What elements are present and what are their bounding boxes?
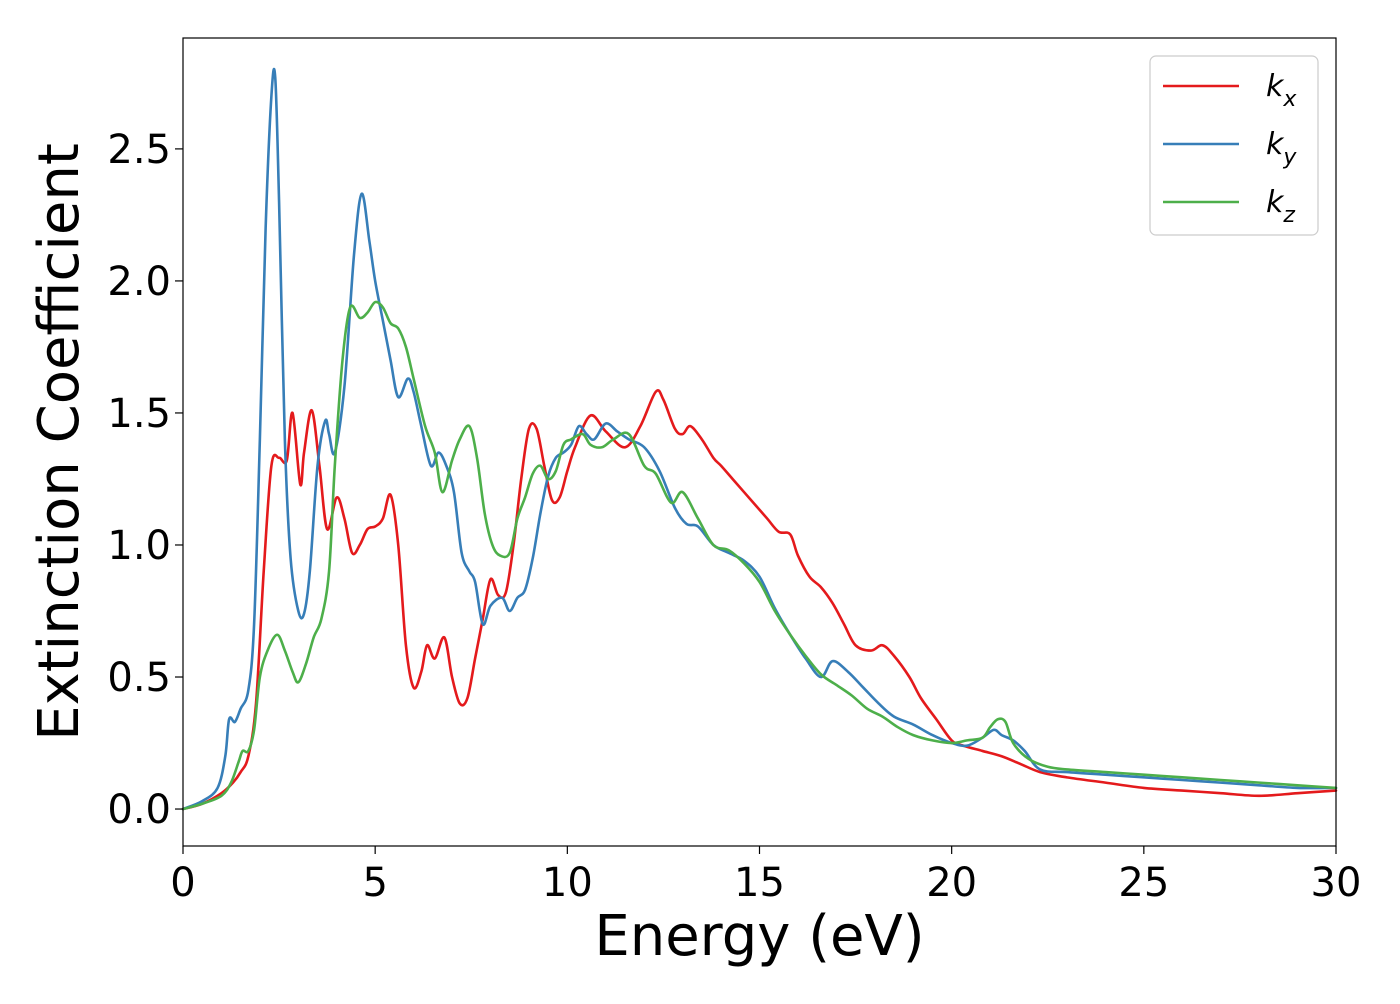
series-line-y xyxy=(181,67,1338,811)
legend-label: kz xyxy=(1266,185,1295,228)
y-tick-label: 2.5 xyxy=(107,127,171,173)
y-tick-label: 1.5 xyxy=(107,391,171,437)
x-axis: 0 5 10 15 20 25 30 xyxy=(170,846,1361,906)
y-axis-title: Extinction Coefficient xyxy=(27,143,92,741)
x-tick-label: 0 xyxy=(170,860,195,906)
x-tick-label: 15 xyxy=(734,860,785,906)
y-tick-label: 0.5 xyxy=(107,655,171,701)
x-tick-label: 20 xyxy=(926,860,977,906)
legend-entry-x: kx xyxy=(1163,69,1297,112)
legend-entry-y: ky xyxy=(1163,127,1297,170)
y-tick-label: 0.0 xyxy=(107,787,171,833)
y-tick-label: 2.0 xyxy=(107,259,171,305)
y-axis: 0.0 0.5 1.0 1.5 2.0 2.5 xyxy=(107,127,183,833)
x-tick-label: 10 xyxy=(542,860,593,906)
x-tick-label: 25 xyxy=(1118,860,1169,906)
legend-label: ky xyxy=(1266,127,1297,170)
legend-entry-z: kz xyxy=(1163,185,1295,228)
x-tick-label: 30 xyxy=(1311,860,1362,906)
legend-label: kx xyxy=(1266,69,1297,112)
legend-box xyxy=(1149,55,1319,236)
x-tick-label: 5 xyxy=(362,860,387,906)
series-layer xyxy=(181,67,1338,811)
legend: kx ky kz xyxy=(1149,55,1319,236)
x-axis-title: Energy (eV) xyxy=(594,904,924,969)
series-line-x xyxy=(181,389,1338,811)
y-tick-label: 1.0 xyxy=(107,523,171,569)
series-line-z xyxy=(181,300,1338,811)
